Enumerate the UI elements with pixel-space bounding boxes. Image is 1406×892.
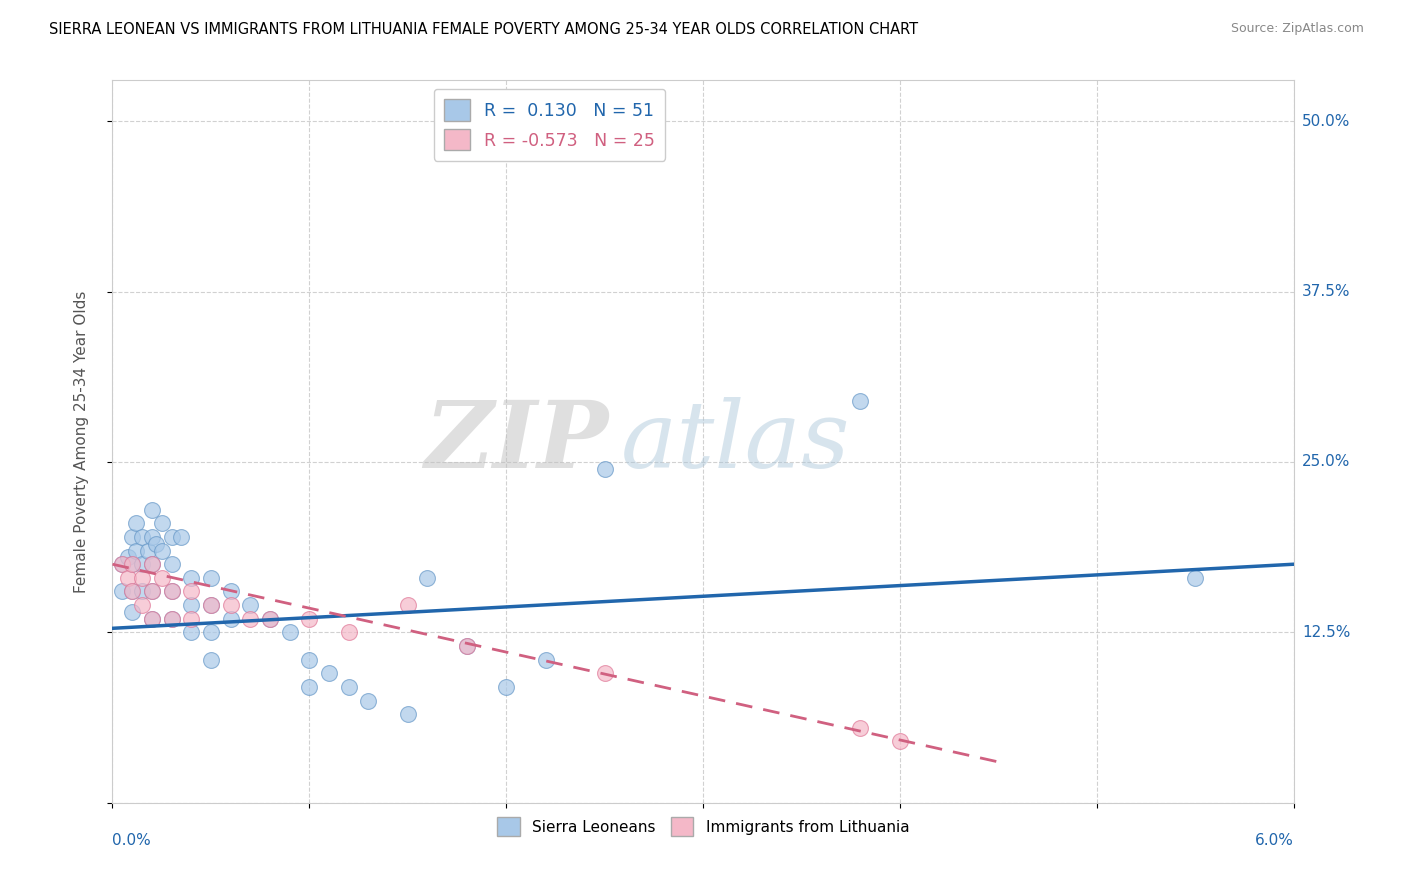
Point xyxy=(121,558,143,572)
Point xyxy=(141,584,163,599)
Point xyxy=(121,584,143,599)
Point xyxy=(160,612,183,626)
Point xyxy=(150,571,173,585)
Text: 37.5%: 37.5% xyxy=(1302,284,1350,299)
Point xyxy=(141,558,163,572)
Point xyxy=(160,558,183,572)
Point xyxy=(121,584,143,599)
Point xyxy=(125,516,148,531)
Point xyxy=(1184,571,1206,585)
Text: SIERRA LEONEAN VS IMMIGRANTS FROM LITHUANIA FEMALE POVERTY AMONG 25-34 YEAR OLDS: SIERRA LEONEAN VS IMMIGRANTS FROM LITHUA… xyxy=(49,22,918,37)
Point xyxy=(121,605,143,619)
Point xyxy=(141,502,163,516)
Point xyxy=(136,543,159,558)
Point xyxy=(170,530,193,544)
Point xyxy=(239,598,262,612)
Point xyxy=(456,639,478,653)
Point xyxy=(200,598,222,612)
Point xyxy=(131,530,153,544)
Point xyxy=(131,571,153,585)
Point xyxy=(298,680,321,694)
Point xyxy=(150,516,173,531)
Text: 25.0%: 25.0% xyxy=(1302,455,1350,469)
Point xyxy=(259,612,281,626)
Point xyxy=(111,558,134,572)
Point xyxy=(849,393,872,408)
Point xyxy=(160,530,183,544)
Point xyxy=(131,584,153,599)
Point xyxy=(495,680,517,694)
Text: ZIP: ZIP xyxy=(425,397,609,486)
Point xyxy=(200,625,222,640)
Point xyxy=(121,558,143,572)
Point xyxy=(145,537,167,551)
Point xyxy=(125,543,148,558)
Point xyxy=(141,612,163,626)
Point xyxy=(337,680,360,694)
Point xyxy=(180,571,202,585)
Point xyxy=(849,721,872,735)
Point xyxy=(131,558,153,572)
Point xyxy=(298,612,321,626)
Point xyxy=(160,612,183,626)
Point xyxy=(593,462,616,476)
Point xyxy=(219,584,242,599)
Point xyxy=(180,598,202,612)
Point xyxy=(593,666,616,681)
Point xyxy=(141,530,163,544)
Point xyxy=(337,625,360,640)
Point xyxy=(889,734,911,748)
Point xyxy=(416,571,439,585)
Point xyxy=(141,584,163,599)
Point xyxy=(239,612,262,626)
Point xyxy=(396,598,419,612)
Point xyxy=(111,584,134,599)
Point xyxy=(131,598,153,612)
Point xyxy=(117,550,139,565)
Legend: Sierra Leoneans, Immigrants from Lithuania: Sierra Leoneans, Immigrants from Lithuan… xyxy=(491,811,915,842)
Point xyxy=(160,584,183,599)
Point xyxy=(121,530,143,544)
Text: Source: ZipAtlas.com: Source: ZipAtlas.com xyxy=(1230,22,1364,36)
Text: atlas: atlas xyxy=(620,397,849,486)
Point xyxy=(259,612,281,626)
Point xyxy=(200,653,222,667)
Point xyxy=(160,584,183,599)
Point xyxy=(200,598,222,612)
Point xyxy=(318,666,340,681)
Point xyxy=(180,584,202,599)
Point xyxy=(141,612,163,626)
Point xyxy=(456,639,478,653)
Point xyxy=(396,707,419,722)
Point xyxy=(278,625,301,640)
Point xyxy=(219,598,242,612)
Y-axis label: Female Poverty Among 25-34 Year Olds: Female Poverty Among 25-34 Year Olds xyxy=(75,291,89,592)
Point xyxy=(141,558,163,572)
Point xyxy=(534,653,557,667)
Text: 6.0%: 6.0% xyxy=(1254,833,1294,848)
Point xyxy=(219,612,242,626)
Point xyxy=(298,653,321,667)
Point xyxy=(111,558,134,572)
Point xyxy=(357,693,380,707)
Point xyxy=(180,612,202,626)
Point xyxy=(117,571,139,585)
Point xyxy=(200,571,222,585)
Text: 12.5%: 12.5% xyxy=(1302,625,1350,640)
Point xyxy=(180,625,202,640)
Text: 50.0%: 50.0% xyxy=(1302,113,1350,128)
Text: 0.0%: 0.0% xyxy=(112,833,152,848)
Point xyxy=(150,543,173,558)
